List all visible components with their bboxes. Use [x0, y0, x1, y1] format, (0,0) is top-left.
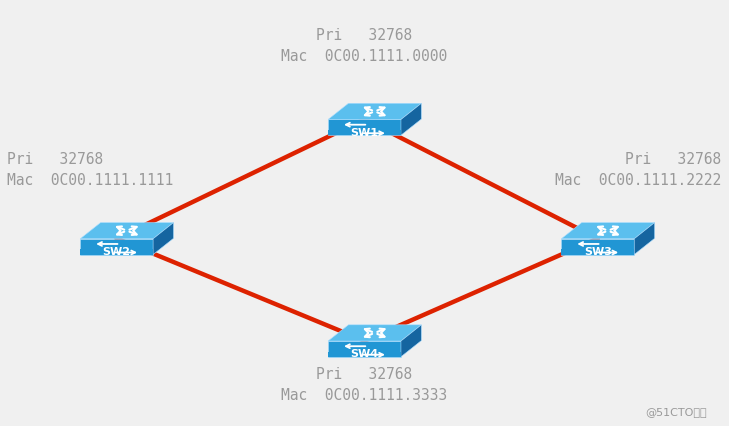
Text: Pri   32768
Mac  0C00.1111.2222: Pri 32768 Mac 0C00.1111.2222: [555, 153, 722, 188]
Polygon shape: [561, 222, 655, 239]
Text: SW4: SW4: [351, 349, 378, 359]
Polygon shape: [561, 250, 634, 254]
Text: SW3: SW3: [584, 247, 612, 257]
Polygon shape: [328, 325, 421, 341]
Polygon shape: [401, 325, 421, 357]
Polygon shape: [634, 222, 655, 254]
Polygon shape: [401, 104, 421, 135]
Polygon shape: [328, 341, 401, 357]
Text: SW1: SW1: [351, 128, 378, 138]
Text: @51CTO博客: @51CTO博客: [645, 408, 707, 417]
Polygon shape: [561, 239, 634, 254]
Polygon shape: [80, 239, 153, 254]
Text: SW2: SW2: [103, 247, 130, 257]
Polygon shape: [328, 130, 401, 135]
Polygon shape: [328, 120, 401, 135]
Polygon shape: [328, 104, 421, 120]
Polygon shape: [80, 222, 174, 239]
Polygon shape: [80, 250, 153, 254]
Polygon shape: [328, 352, 401, 357]
Text: Pri   32768
Mac  0C00.1111.0000: Pri 32768 Mac 0C00.1111.0000: [281, 28, 448, 64]
Text: Pri   32768
Mac  0C00.1111.1111: Pri 32768 Mac 0C00.1111.1111: [7, 153, 174, 188]
Polygon shape: [153, 222, 174, 254]
Text: Pri   32768
Mac  0C00.1111.3333: Pri 32768 Mac 0C00.1111.3333: [281, 366, 448, 403]
